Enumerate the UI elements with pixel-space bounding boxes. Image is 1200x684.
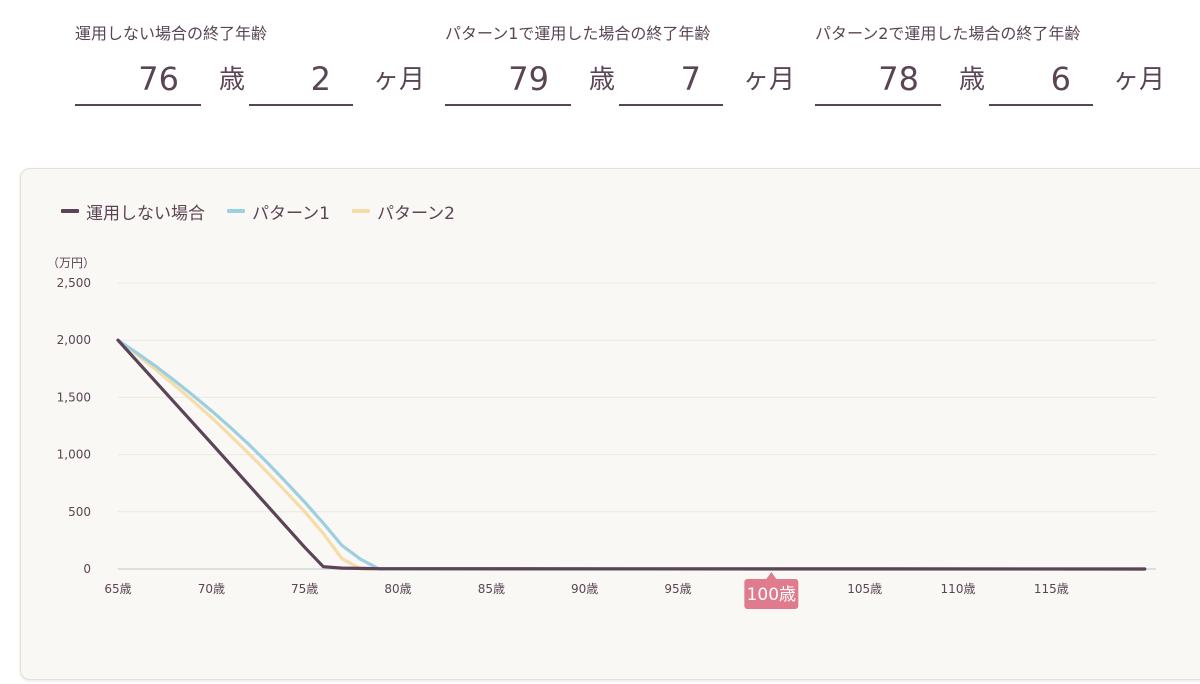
y-tick-label: 0 (83, 562, 91, 576)
legend-swatch (227, 209, 245, 213)
result-pattern-1: パターン1で運用した場合の終了年齢 79 歳 7 ヶ月 (445, 0, 805, 120)
legend-swatch (61, 209, 79, 213)
grid-lines (118, 282, 1156, 570)
result-label: パターン1で運用した場合の終了年齢 (445, 24, 711, 43)
legend-item-pattern-1[interactable]: パターン1 (227, 199, 330, 224)
months-field: 7 (619, 56, 723, 106)
y-tick-label: 500 (68, 505, 91, 519)
years-field: 76 (75, 56, 201, 106)
years-unit: 歳 (589, 65, 616, 95)
result-pattern-2: パターン2で運用した場合の終了年齢 78 歳 6 ヶ月 (815, 0, 1175, 120)
x-tick-label: 90歳 (571, 582, 598, 596)
y-tick-label: 1,500 (57, 390, 91, 404)
chart-legend: 運用しない場合 パターン1 パターン2 (61, 199, 477, 224)
legend-item-pattern-2[interactable]: パターン2 (351, 199, 455, 224)
years-field: 79 (445, 56, 571, 106)
months-field: 2 (249, 56, 353, 106)
chart-card: 運用しない場合 パターン1 パターン2 （万円） 0 500 1,000 1,500 2… (20, 168, 1200, 680)
series-line (116, 338, 1147, 571)
result-label: パターン2で運用した場合の終了年齢 (815, 24, 1081, 43)
months-field: 6 (989, 56, 1093, 106)
line-chart: （万円） 0 500 1,000 1,500 2,000 2,500 65歳 70歳 75歳 8… (47, 256, 1156, 609)
months-unit: ヶ月 (373, 65, 426, 95)
highlight-badge (744, 579, 799, 609)
legend-label: パターン2 (376, 203, 455, 224)
x-tick-label: 105歳 (847, 582, 882, 596)
result-no-investment: 運用しない場合の終了年齢 76 歳 2 ヶ月 (75, 0, 435, 120)
highlight-pointer (766, 572, 777, 579)
y-tick-label: 2,000 (57, 333, 91, 347)
years-field: 78 (815, 56, 941, 106)
y-axis-ticks: 0 500 1,000 1,500 2,000 2,500 (57, 276, 91, 576)
highlight-label: 100歳 (747, 585, 796, 605)
years-unit: 歳 (219, 65, 246, 95)
x-tick-label: 95歳 (664, 582, 691, 596)
x-tick-label: 75歳 (291, 582, 318, 596)
years-unit: 歳 (959, 65, 986, 95)
y-axis-unit-label: （万円） (47, 256, 95, 270)
x-tick-label: 65歳 (104, 582, 131, 596)
x-tick-label: 70歳 (198, 582, 225, 596)
x-tick-label: 80歳 (384, 582, 411, 596)
x-tick-label: 85歳 (478, 582, 505, 596)
series-line (116, 338, 1147, 571)
result-label: 運用しない場合の終了年齢 (75, 24, 268, 43)
legend-item-no-investment[interactable]: 運用しない場合 (61, 199, 205, 224)
legend-label: パターン1 (252, 203, 330, 224)
y-tick-label: 2,500 (57, 276, 91, 290)
legend-swatch (351, 209, 370, 213)
x-axis-highlight: 100歳 (744, 572, 799, 609)
legend-label: 運用しない場合 (86, 203, 205, 224)
series-line (116, 338, 1147, 571)
months-unit: ヶ月 (1113, 65, 1166, 95)
x-tick-label: 115歳 (1034, 582, 1069, 596)
series-lines (116, 338, 1147, 571)
months-unit: ヶ月 (743, 65, 796, 95)
y-tick-label: 1,000 (57, 448, 91, 462)
results-summary: 運用しない場合の終了年齢 76 歳 2 ヶ月 パターン1で運用した場合の終了年齢… (0, 0, 1200, 130)
x-axis-ticks: 65歳 70歳 75歳 80歳 85歳 90歳 95歳 105歳 110歳 115歳 (104, 582, 1068, 596)
x-tick-label: 110歳 (941, 582, 976, 596)
